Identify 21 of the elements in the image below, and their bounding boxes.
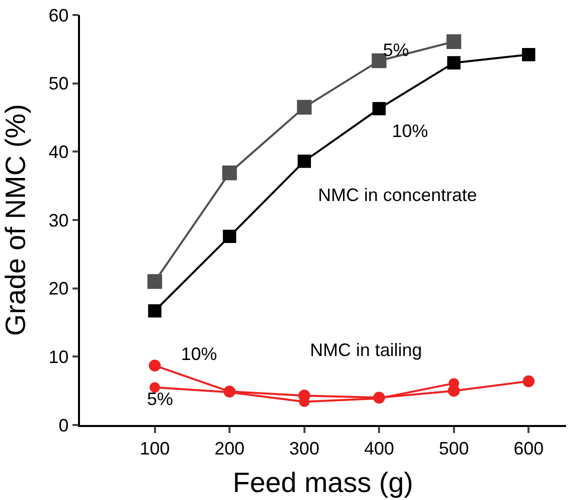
y-tick-label: 30 bbox=[48, 210, 69, 230]
x-tick-label: 100 bbox=[140, 438, 170, 458]
x-tick-label: 200 bbox=[214, 438, 245, 458]
annotation: 10% bbox=[181, 344, 218, 364]
y-tick-label: 60 bbox=[48, 5, 69, 26]
annotation: 5% bbox=[383, 40, 410, 60]
y-axis-title: Grade of NMC (%) bbox=[0, 104, 31, 336]
y-tick-label: 50 bbox=[48, 74, 69, 94]
y-tick-label: 20 bbox=[48, 278, 69, 299]
y-tick-label: 10 bbox=[48, 346, 69, 367]
annotation: 5% bbox=[147, 389, 174, 409]
x-tick-label: 400 bbox=[364, 438, 394, 458]
y-tick-label: 0 bbox=[58, 415, 69, 436]
annotation: 10% bbox=[392, 121, 428, 141]
x-axis-title: Feed mass (g) bbox=[232, 466, 414, 498]
x-tick-label: 500 bbox=[438, 438, 469, 458]
x-tick-label: 600 bbox=[514, 438, 544, 458]
x-tick-label: 300 bbox=[289, 438, 320, 458]
annotation: NMC in tailing bbox=[310, 340, 422, 360]
annotation: NMC in concentrate bbox=[318, 185, 478, 205]
y-tick-label: 40 bbox=[48, 142, 69, 162]
